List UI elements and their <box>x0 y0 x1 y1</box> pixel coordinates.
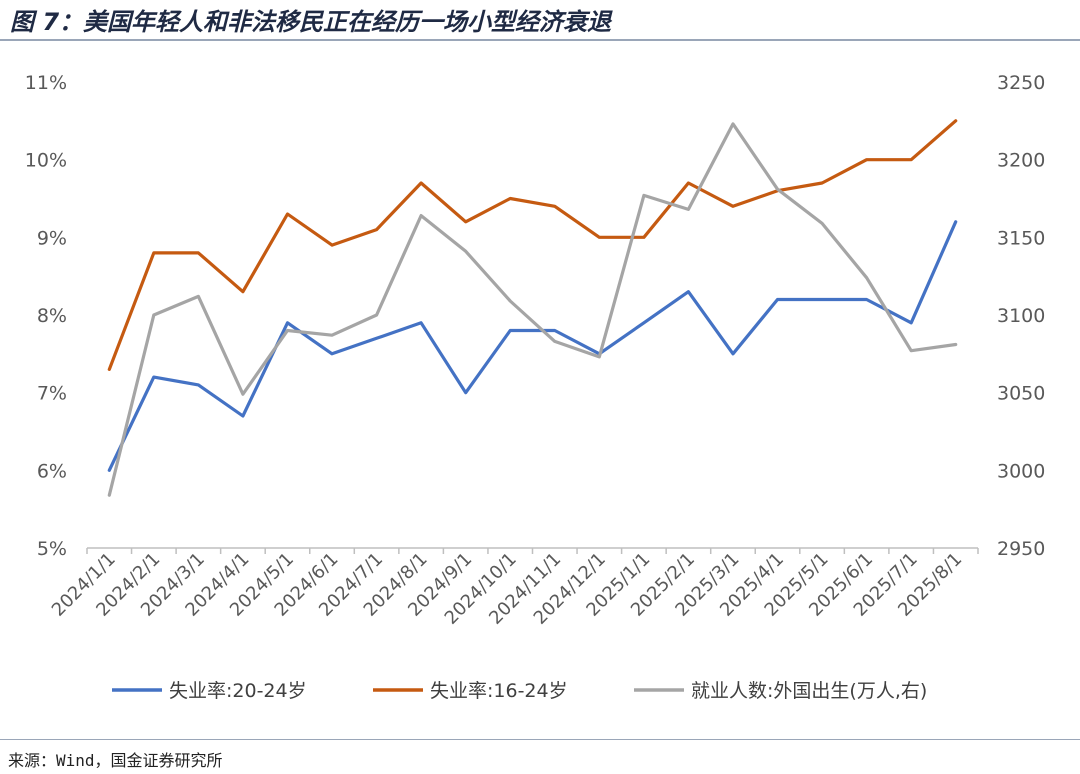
chart-axes: 2024/1/12024/2/12024/3/12024/4/12024/5/1… <box>25 72 1046 629</box>
y-left-tick-label: 9% <box>37 227 67 249</box>
legend-label: 失业率:16-24岁 <box>430 680 568 702</box>
series-line-1 <box>107 220 958 472</box>
y-left-tick-label: 8% <box>37 305 67 327</box>
legend-label: 就业人数:外国出生(万人,右) <box>691 680 927 702</box>
y-left-tick-label: 11% <box>25 72 67 94</box>
series-line-2 <box>107 119 958 371</box>
y-left-tick-label: 10% <box>25 150 67 172</box>
y-right-tick-label: 2950 <box>997 538 1045 560</box>
y-left-tick-label: 5% <box>37 538 67 560</box>
y-right-tick-label: 3050 <box>997 383 1045 405</box>
y-left-tick-label: 6% <box>37 460 67 482</box>
y-left-tick-label: 7% <box>37 383 67 405</box>
chart-series <box>107 119 958 497</box>
legend-label: 失业率:20-24岁 <box>169 680 307 702</box>
y-right-tick-label: 3250 <box>997 72 1045 94</box>
chart-legend: 失业率:20-24岁 失业率:16-24岁 就业人数:外国出生(万人,右) <box>112 680 927 702</box>
series-line-3 <box>107 122 958 497</box>
y-right-tick-label: 3000 <box>997 460 1045 482</box>
footer-divider <box>0 739 1080 740</box>
y-right-tick-label: 3100 <box>997 305 1045 327</box>
y-right-tick-label: 3150 <box>997 227 1045 249</box>
source-note: 来源：Wind，国金证券研究所 <box>8 751 223 770</box>
title-divider <box>0 39 1080 41</box>
y-right-tick-label: 3200 <box>997 150 1045 172</box>
figure-title: 图 7：美国年轻人和非法移民正在经历一场小型经济衰退 <box>10 8 612 36</box>
